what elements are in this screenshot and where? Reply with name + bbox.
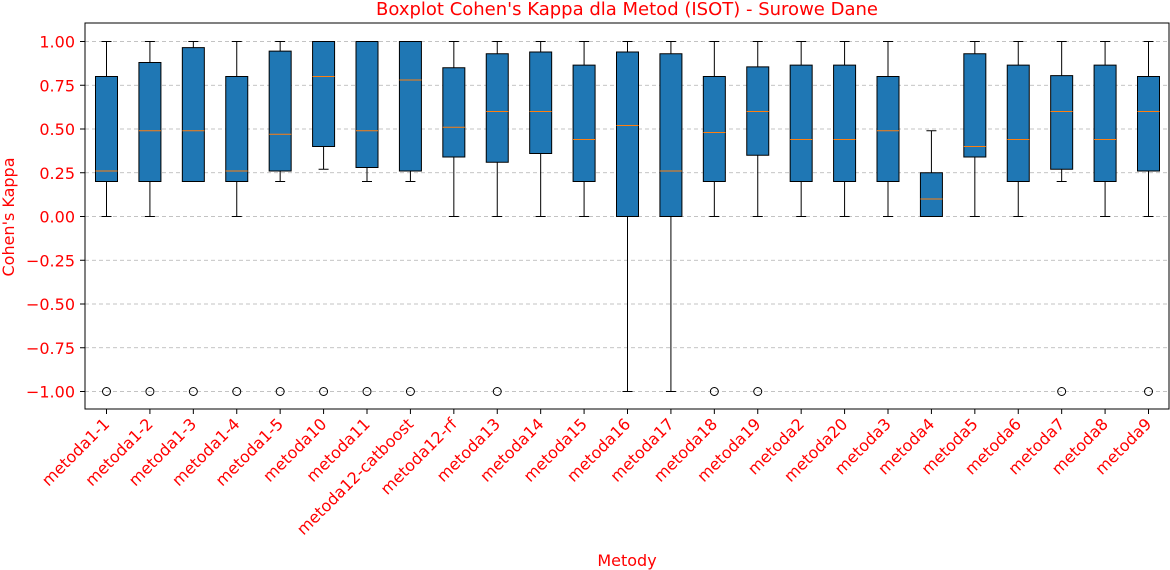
box-group bbox=[138, 41, 162, 396]
box bbox=[225, 76, 249, 182]
x-ticks: metoda1-1metoda1-2metoda1-3metoda1-4meto… bbox=[38, 409, 1155, 539]
box-group bbox=[659, 41, 683, 392]
box-group bbox=[789, 41, 813, 217]
box bbox=[485, 53, 509, 163]
outlier-point bbox=[145, 387, 155, 396]
box bbox=[268, 50, 292, 172]
box bbox=[138, 62, 162, 182]
box-group bbox=[181, 41, 205, 396]
box bbox=[919, 172, 943, 217]
box-group bbox=[702, 41, 726, 396]
box-group bbox=[833, 41, 857, 217]
box bbox=[1050, 75, 1074, 170]
box-group bbox=[616, 41, 639, 392]
x-axis-label: Metody bbox=[597, 551, 656, 570]
outlier-point bbox=[232, 387, 242, 396]
y-tick-label: −0.25 bbox=[26, 251, 75, 270]
outlier-point bbox=[709, 387, 719, 396]
y-tick-label: 0.50 bbox=[39, 120, 75, 139]
box-group bbox=[1137, 41, 1160, 396]
box bbox=[572, 64, 596, 182]
outlier-point bbox=[492, 387, 502, 396]
box-group bbox=[919, 130, 943, 217]
box-group bbox=[876, 41, 900, 217]
box-group bbox=[268, 41, 292, 396]
y-axis-label: Cohen's Kappa bbox=[0, 157, 18, 276]
box bbox=[1137, 76, 1160, 172]
outlier-point bbox=[405, 387, 415, 396]
box bbox=[833, 64, 857, 182]
box-group bbox=[572, 41, 596, 217]
y-tick-label: 0.25 bbox=[39, 164, 75, 183]
outlier-point bbox=[753, 387, 763, 396]
box-group bbox=[398, 41, 422, 396]
box-group bbox=[312, 41, 336, 396]
box bbox=[616, 51, 639, 217]
outlier-point bbox=[188, 387, 198, 396]
box bbox=[876, 76, 900, 182]
box-group bbox=[485, 41, 509, 396]
box-group bbox=[746, 41, 770, 396]
box-group bbox=[1050, 41, 1074, 396]
y-ticks: 1.00 0.75 0.50 0.25 0.00 −0.25 −0.50 −0.75 −1.00 bbox=[26, 33, 85, 402]
box bbox=[963, 53, 987, 158]
y-tick-label: 0.00 bbox=[39, 208, 75, 227]
outlier-point bbox=[1144, 387, 1153, 396]
box-group bbox=[963, 41, 987, 217]
box bbox=[181, 47, 205, 182]
box bbox=[529, 51, 553, 154]
box bbox=[355, 41, 379, 168]
box bbox=[702, 76, 726, 182]
outlier-point bbox=[1057, 387, 1067, 396]
y-tick-label: −0.50 bbox=[26, 295, 75, 314]
boxes bbox=[95, 41, 1160, 396]
box bbox=[659, 53, 683, 217]
box-group bbox=[442, 41, 466, 217]
box bbox=[442, 67, 466, 158]
outlier-point bbox=[319, 387, 329, 396]
outlier-point bbox=[275, 387, 285, 396]
box-group bbox=[1006, 41, 1030, 217]
y-tick-label: 1.00 bbox=[39, 33, 75, 52]
box bbox=[789, 64, 813, 182]
box bbox=[398, 41, 422, 172]
box-group bbox=[355, 41, 379, 396]
box bbox=[312, 41, 336, 147]
box bbox=[1093, 64, 1117, 182]
outlier-point bbox=[362, 387, 372, 396]
box-group bbox=[225, 41, 249, 396]
y-tick-label: −1.00 bbox=[26, 383, 75, 402]
box bbox=[1006, 64, 1030, 182]
box bbox=[95, 76, 118, 182]
box-group bbox=[529, 41, 553, 217]
chart-title: Boxplot Cohen's Kappa dla Metod (ISOT) -… bbox=[376, 0, 878, 20]
y-tick-label: −0.75 bbox=[26, 339, 75, 358]
box-group bbox=[1093, 41, 1117, 217]
outlier-point bbox=[102, 387, 111, 396]
box-group bbox=[95, 41, 118, 396]
y-tick-label: 0.75 bbox=[39, 76, 75, 95]
